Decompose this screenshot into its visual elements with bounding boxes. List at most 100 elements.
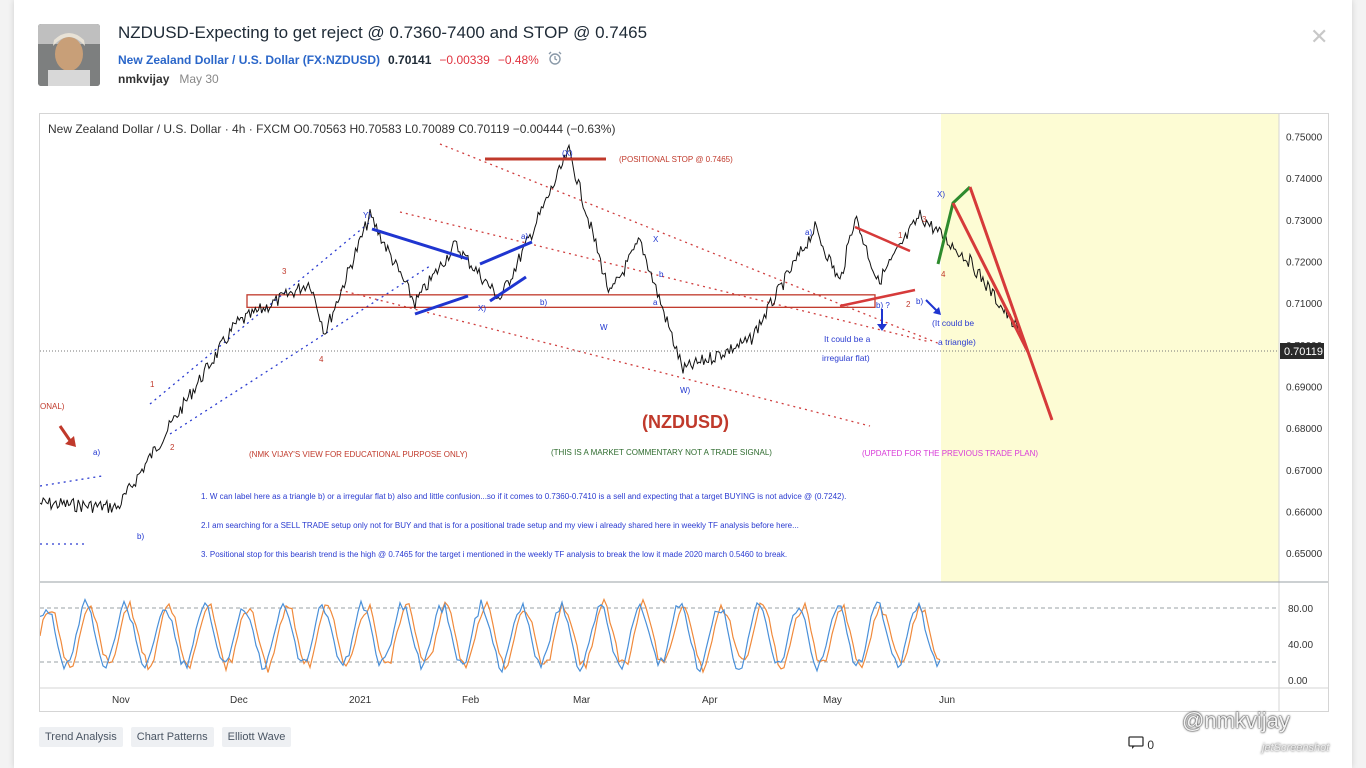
time-tick-label: Jun [939,695,955,706]
time-tick-label: Apr [702,695,718,706]
time-axis: Nov Dec 2021 Feb Mar Apr May Jun [112,695,955,706]
price-tick-label: 0.75000 [1286,133,1323,144]
chart-legend: New Zealand Dollar / U.S. Dollar · 4h · … [48,122,616,136]
symbol-link[interactable]: New Zealand Dollar / U.S. Dollar (FX:NZD… [118,52,381,67]
wave-label: a) [521,232,528,241]
oscillator-axis: 80.00 40.00 0.00 [1288,604,1313,687]
symbol-big-label: (NZDUSD) [642,412,729,432]
time-tick-label: Nov [112,695,130,706]
wave-label: X) [937,190,945,199]
pattern-lines-blue [371,227,533,316]
osc-tick-label: 40.00 [1288,640,1313,651]
chart-area[interactable]: 0.750000.740000.730000.720000.710000.700… [39,113,1329,712]
wave-label: X [653,235,659,244]
stoch-k-line [40,597,941,674]
price-tick-label: 0.72000 [1286,258,1323,269]
wave-label: 3 [282,267,287,276]
wave-label: 2 [906,300,911,309]
left-cut-label: ONAL) [40,402,65,411]
last-price: 0.70141 [388,52,432,67]
arrow-icon [925,299,941,315]
author-name[interactable]: nmkvijay [118,72,170,86]
wave-label: b) ? [876,301,890,310]
wave-label: b) [540,298,547,307]
resistance-zone [246,294,876,308]
projection-red-2 [968,186,1054,421]
price-tick-label: 0.67000 [1286,466,1323,477]
publish-date: May 30 [179,72,219,86]
tag-chart-patterns[interactable]: Chart Patterns [130,727,214,747]
forecast-highlight [941,114,1279,582]
price-tick-label: 0.66000 [1286,508,1323,519]
wave-label: Y) [363,211,371,220]
wave-label: X) [478,304,486,313]
wave-label: a) [93,448,100,457]
symbol-line: New Zealand Dollar / U.S. Dollar (FX:NZD… [118,50,563,69]
time-tick-label: 2021 [349,695,372,706]
pattern-lines-red [839,225,916,308]
tag-list: Trend Analysis Chart Patterns Elliott Wa… [39,727,292,747]
alarm-clock-icon[interactable] [547,50,563,69]
current-price-text: 0.70119 [1284,346,1323,358]
price-tick-label: 0.74000 [1286,174,1323,185]
note-1: 1. W can label here as a triangle b) or … [201,492,846,501]
current-price-tag [1280,343,1324,359]
comments-count: 0 [1147,738,1155,752]
price-tick-label: 0.73000 [1286,216,1323,227]
idea-title: NZDUSD-Expecting to get reject @ 0.7360-… [118,23,648,42]
wave-label: 4 [941,270,946,279]
wave-label: 4 [319,355,324,364]
comment-icon [1128,736,1147,752]
note-2: 2.I am searching for a SELL TRADE setup … [201,521,799,530]
author-line: nmkvijay May 30 [118,72,219,86]
close-icon[interactable]: ✕ [1310,24,1329,49]
updated-label: (UPDATED FOR THE PREVIOUS TRADE PLAN) [862,449,1038,458]
price-tick-label: 0.68000 [1286,424,1323,435]
price-tick-label: 0.65000 [1286,549,1323,560]
wave-label: W [600,323,608,332]
red-arrow-icon [58,425,76,447]
wave-label: b) [916,297,923,306]
tag-trend-analysis[interactable]: Trend Analysis [39,727,123,747]
stoch-d-line [40,598,941,674]
wave-labels: Y) (X) a) b) X W X) a b W) a) X) 1 2 3 4 b) ? b) 1 2 3 4 a) b) [93,149,946,541]
wave-label: b) [137,532,144,541]
wave-label: a) [805,228,812,237]
projection-red-1 [951,202,1030,353]
time-tick-label: Dec [230,695,248,706]
price-change: −0.00339 [439,52,490,67]
price-change-pct: −0.48% [497,52,539,67]
time-tick-label: Mar [573,695,591,706]
commentary-label: (THIS IS A MARKET COMMENTARY NOT A TRADE… [551,448,772,457]
wave-label: 2 [170,443,175,452]
wave-label: W) [680,386,691,395]
watermark-handle: @nmkvijay [1182,708,1290,733]
wave-label: 1 [150,380,155,389]
osc-tick-label: 0.00 [1288,676,1308,687]
educational-label: (NMK VIJAY'S VIEW FOR EDUCATIONAL PURPOS… [249,450,468,459]
triangle-label-2: a triangle) [938,337,976,347]
price-tick-label: 0.69000 [1286,383,1323,394]
author-avatar[interactable] [38,24,100,86]
triangle-label-1: (It could be [932,318,974,328]
wave-label: b [659,270,664,279]
irregular-label-1: It could be a [824,334,871,344]
comments-button[interactable]: 0 [1128,736,1154,752]
price-chart: 0.750000.740000.730000.720000.710000.700… [40,114,1328,711]
channel-lines [40,143,941,545]
positional-stop-label: (POSITIONAL STOP @ 0.7465) [619,155,733,164]
irregular-label-2: irregular flat) [822,353,870,363]
price-tick-label: 0.71000 [1286,299,1323,310]
wave-label: a [653,298,658,307]
down-arrow-icon [877,309,887,331]
wave-label: 3 [922,215,927,224]
stochastic-oscillator [40,597,941,674]
time-tick-label: Feb [462,695,480,706]
time-tick-label: May [823,695,842,706]
note-3: 3. Positional stop for this bearish tren… [201,550,787,559]
tag-elliott-wave[interactable]: Elliott Wave [221,727,292,747]
wave-label: 1 [898,231,903,240]
wave-label: (X) [562,149,573,158]
osc-tick-label: 80.00 [1288,604,1313,615]
watermark-small: jetScreenshot [1262,742,1330,754]
